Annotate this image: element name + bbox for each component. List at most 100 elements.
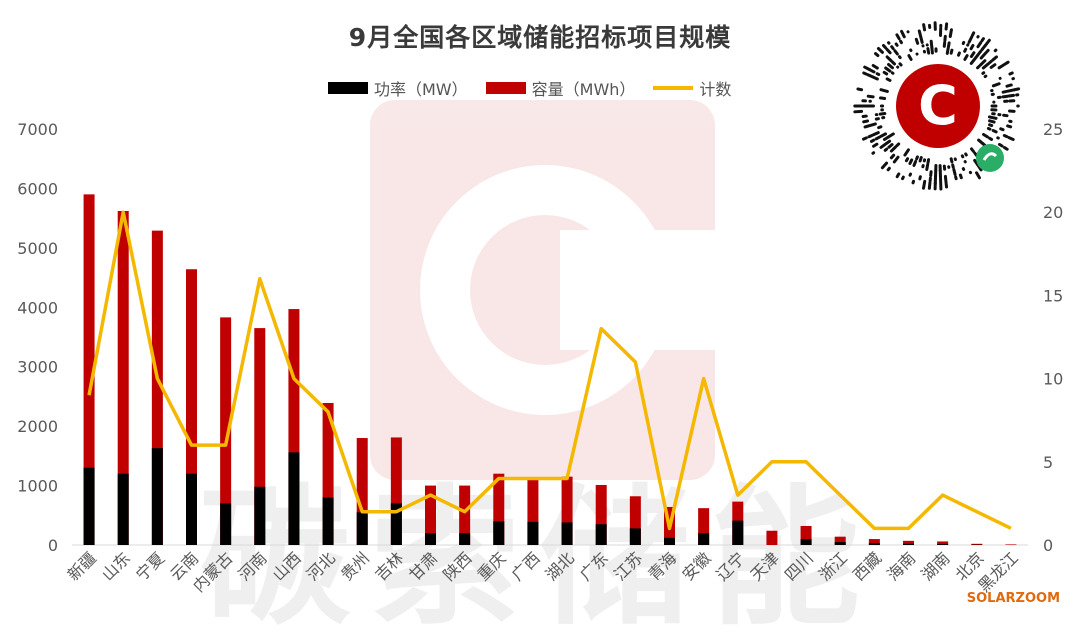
qr-dot [954, 175, 958, 181]
legend-swatch-capacity [485, 82, 526, 94]
qr-dot [946, 41, 951, 49]
qr-dot [878, 96, 887, 100]
qr-dot [863, 65, 872, 72]
qr-dot [876, 46, 884, 54]
qr-dot [981, 71, 986, 75]
qr-dot [912, 160, 918, 167]
bar-power [254, 486, 266, 545]
y-left-tick-label: 4000 [17, 298, 58, 317]
bar-capacity [288, 309, 300, 545]
qr-dot [961, 167, 966, 171]
qr-dot [880, 161, 889, 170]
bar-power [834, 542, 846, 545]
qr-dot [999, 127, 1005, 132]
qr-dot [872, 142, 879, 148]
legend-swatch-count [653, 86, 694, 90]
qr-dot [879, 104, 885, 108]
bar-power [595, 524, 607, 545]
bar-power [698, 533, 710, 545]
bar-power [356, 512, 368, 545]
qr-dot [894, 42, 899, 47]
qr-dot [997, 142, 1004, 148]
qr-dot [983, 74, 988, 79]
bar-capacity [834, 536, 846, 545]
bar-power [903, 543, 914, 545]
y-right-tick-label: 0 [1043, 536, 1053, 555]
bar-power [117, 473, 129, 545]
qr-dot [978, 59, 987, 67]
qr-dot [909, 48, 913, 53]
qr-dot [948, 28, 953, 39]
qr-dot [967, 35, 974, 44]
qr-dot [926, 158, 931, 165]
qr-logo-circle [896, 64, 980, 148]
bar-power [868, 543, 880, 545]
qr-dot [874, 135, 882, 141]
x-tick-label: 宁夏 [132, 548, 168, 584]
qr-dot [862, 119, 870, 124]
qr-dot [1007, 136, 1015, 141]
qr-dot [976, 35, 980, 39]
x-tick-label: 黑龙江 [974, 548, 1021, 595]
qr-dot [963, 54, 969, 61]
qr-dot [947, 165, 951, 169]
bar-capacity [356, 438, 368, 545]
legend-label-count: 计数 [699, 80, 732, 99]
y-left-tick-label: 1000 [17, 477, 58, 496]
qr-dot [1008, 99, 1016, 103]
y-right-tick-label: 20 [1043, 203, 1063, 222]
qr-dot [939, 181, 943, 191]
qr-dot [885, 77, 892, 82]
qr-dot [987, 115, 998, 120]
qr-dot [966, 43, 970, 47]
qr-dot [933, 21, 937, 31]
qr-dot [867, 133, 874, 139]
qr-dot [964, 152, 968, 157]
qr-dot [929, 39, 934, 49]
qr-dot [1003, 99, 1009, 103]
qr-dot [895, 33, 901, 41]
legend-item-capacity: 容量（MWh） [485, 76, 636, 100]
qr-dot [949, 48, 954, 55]
qr-dot [862, 71, 868, 76]
source-label: SOLARZOOM [966, 591, 1060, 606]
qr-dot [928, 176, 932, 183]
qr-dot [881, 43, 887, 50]
bar-power [561, 522, 573, 545]
qr-dot [987, 59, 993, 65]
qr-dot [929, 170, 933, 178]
qr-dot [915, 155, 919, 161]
bar-capacity [800, 525, 812, 545]
qr-dot [868, 99, 872, 103]
bar-power [425, 533, 436, 545]
qr-dot [925, 163, 930, 172]
y-left-tick-label: 0 [48, 536, 58, 555]
qr-dot [1008, 71, 1014, 76]
qr-dot [911, 179, 916, 185]
bar-capacity [493, 473, 505, 545]
qr-dot [863, 124, 871, 129]
qr-dot [926, 47, 931, 55]
qr-dot [892, 155, 900, 164]
qr-dot [991, 129, 998, 134]
bar-power [664, 537, 675, 545]
qr-code[interactable]: C [852, 20, 1024, 192]
qr-dot [908, 158, 914, 166]
legend-item-count: 计数 [653, 76, 731, 100]
legend-swatch-power [328, 82, 368, 94]
bar-capacity [151, 230, 163, 545]
bar-capacity [186, 269, 197, 545]
legend-label-capacity: 容量（MWh） [531, 80, 636, 99]
qr-dot [900, 29, 906, 39]
bar-capacity [903, 540, 914, 545]
qr-dot [938, 169, 942, 179]
qr-dot [934, 47, 938, 53]
bar-power [83, 467, 95, 545]
qr-dot [943, 174, 948, 185]
line-count [87, 210, 1012, 531]
qr-dot [879, 88, 889, 93]
qr-dot [875, 72, 881, 76]
bar-capacity [698, 508, 710, 545]
qr-dot [904, 157, 910, 163]
